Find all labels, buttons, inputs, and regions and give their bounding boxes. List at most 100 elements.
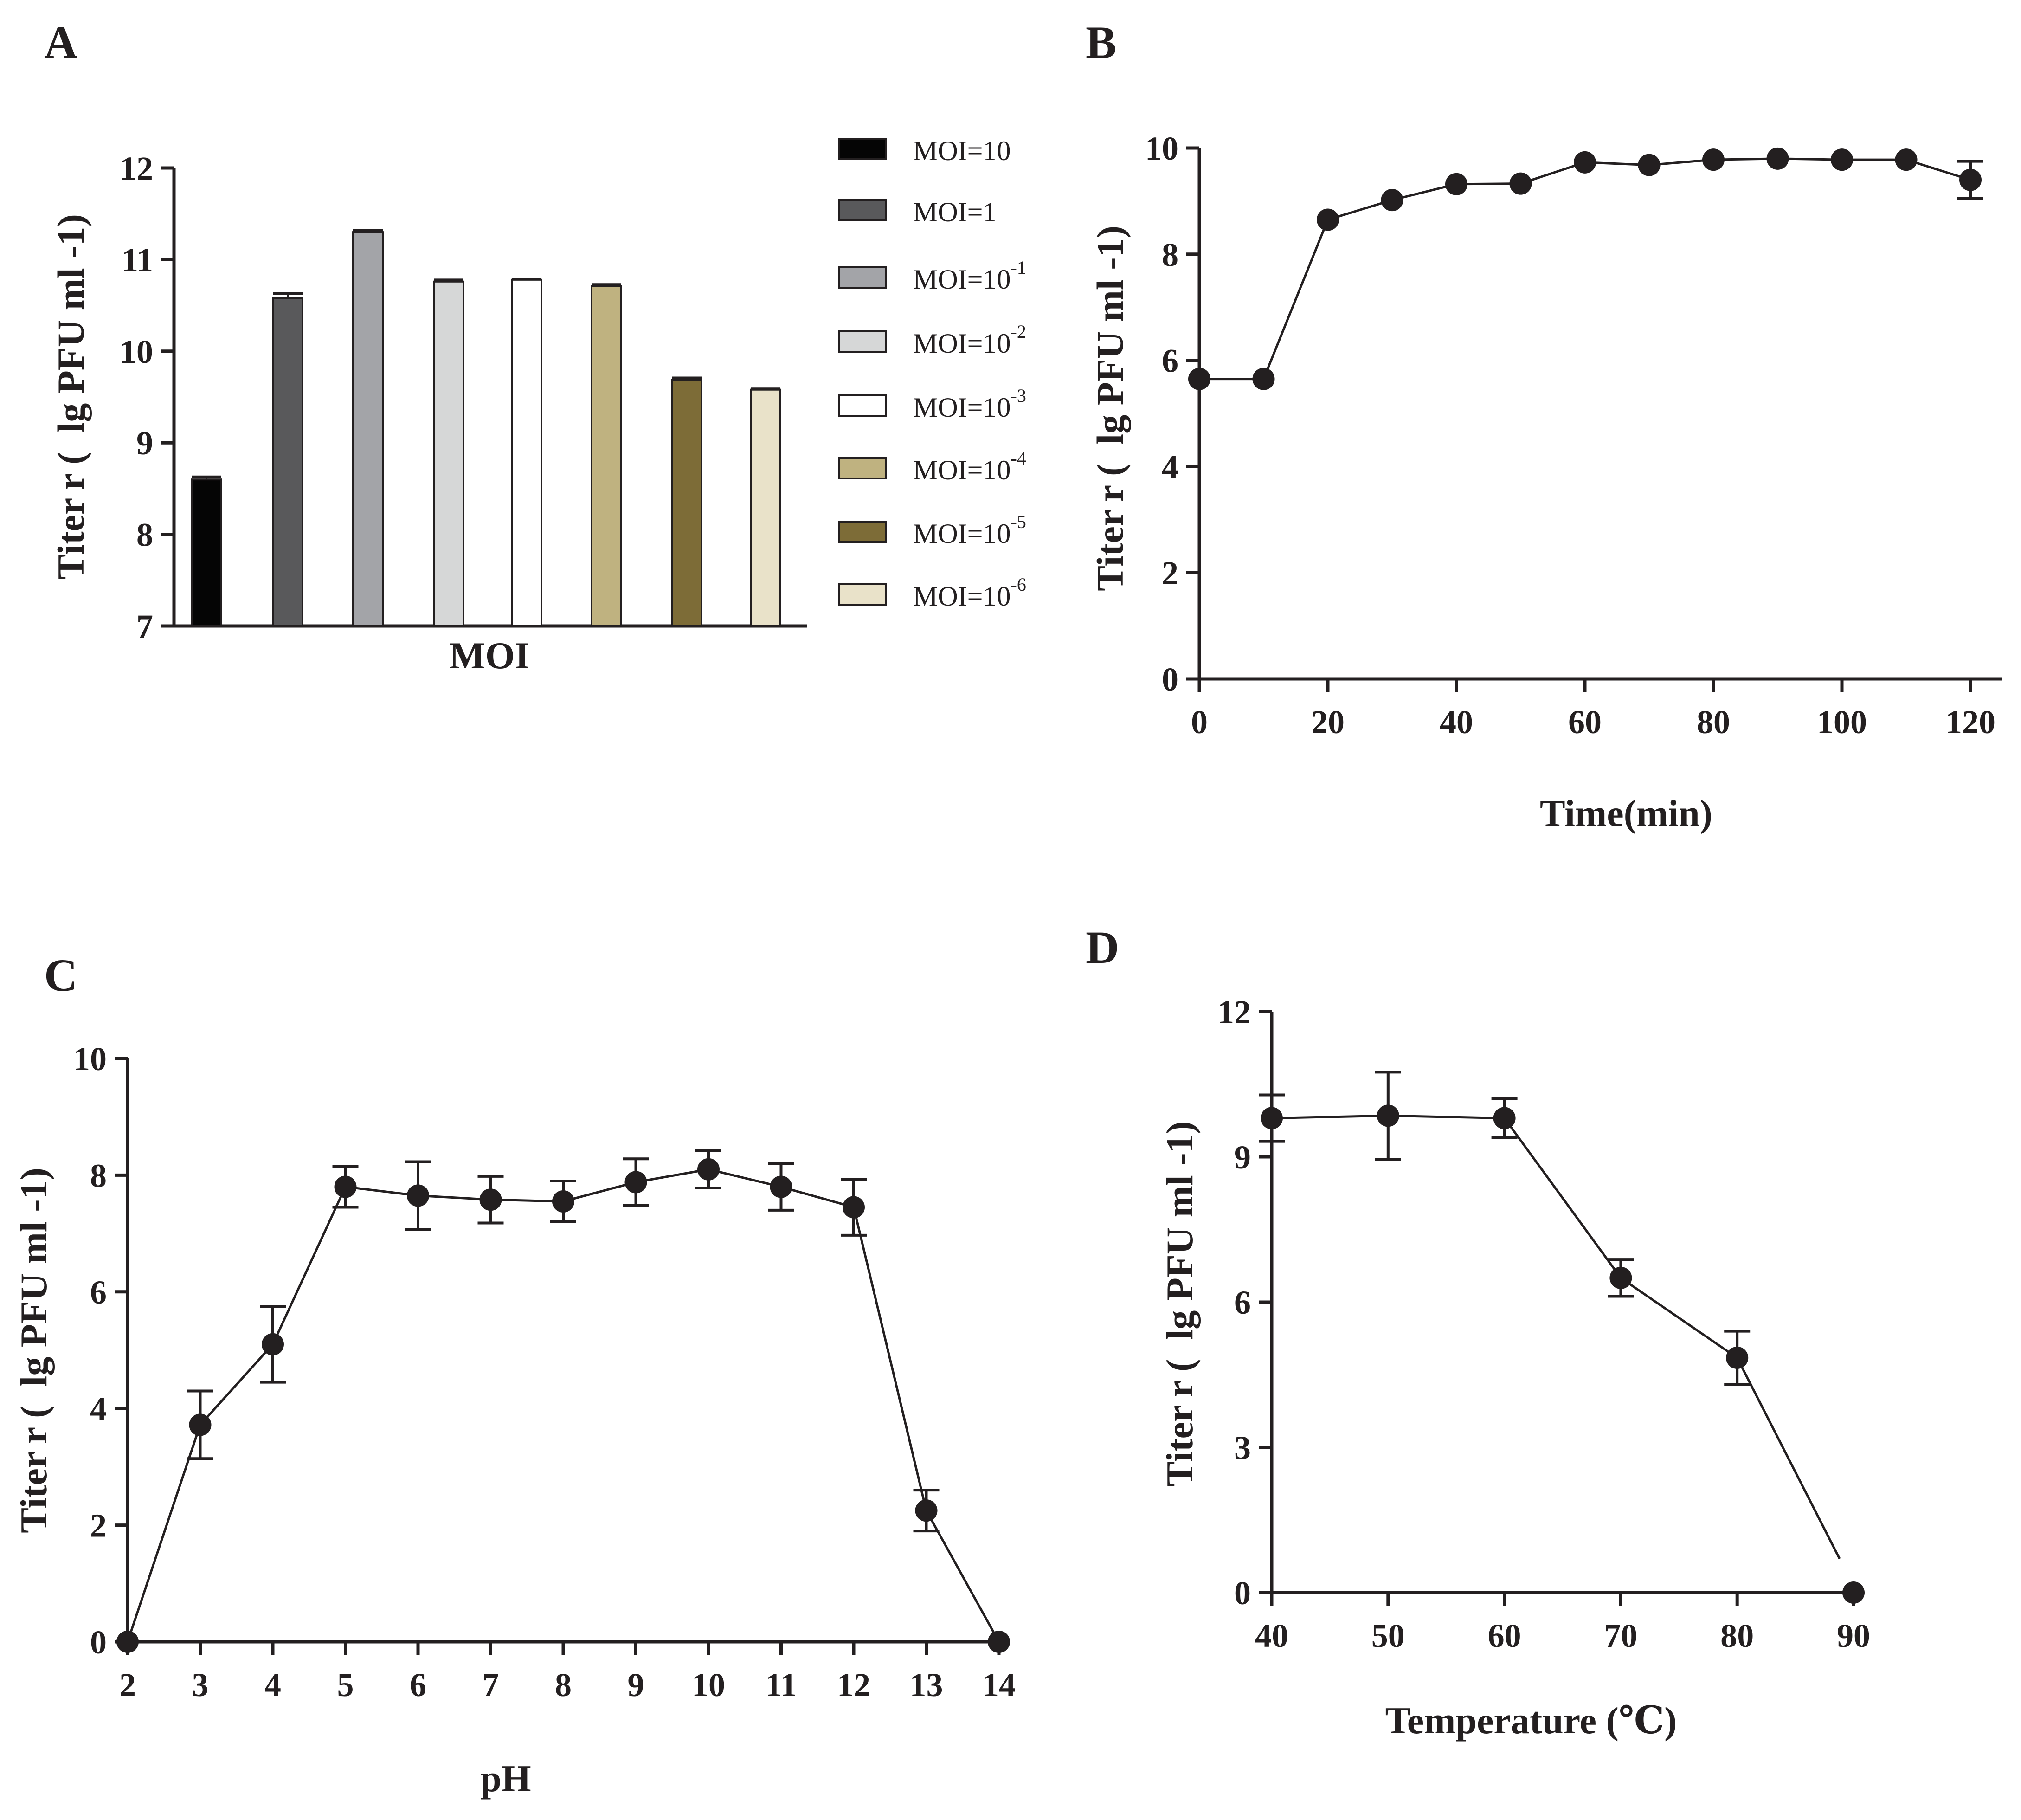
panel-b-series-line — [1199, 157, 1971, 381]
panel-a-legend-label: MOI=10 — [913, 136, 1011, 166]
panel-b-x-tick-label: 120 — [1945, 703, 1995, 741]
panel-b-y-axis-title: Titer r ( lg PFU ml -1) — [1089, 226, 1131, 591]
panel-b-y-tick-label: 4 — [1162, 448, 1178, 485]
panel-b-x-axis-title: Time(min) — [1540, 792, 1712, 834]
panel-b-y-tick-label: 8 — [1162, 236, 1178, 273]
panel-c-data-point — [262, 1333, 284, 1355]
panel-a-bar — [750, 388, 781, 627]
panel-a-y-tick-label: 8 — [136, 516, 153, 554]
panel-c-x-tick-label: 2 — [119, 1666, 136, 1704]
panel-a-legend-label-base: MOI=10 — [913, 455, 1011, 485]
panel-b-data-point — [1638, 154, 1661, 176]
panel-b-data-point — [1381, 189, 1403, 212]
panel-a-y-axis-title: Titer r ( lg PFU ml -1) — [50, 214, 92, 580]
panel-c-data-point — [552, 1190, 574, 1213]
panel-b-y-tick-label: 10 — [1145, 130, 1178, 167]
panel-b-x-tick-label: 80 — [1697, 703, 1730, 741]
panel-a-legend-swatch — [838, 266, 887, 289]
panel-b-data-point — [1445, 173, 1467, 195]
panel-c-data-point — [116, 1631, 139, 1653]
panel-b-data-point — [1509, 172, 1532, 195]
panel-c-data-point — [843, 1196, 865, 1219]
panel-label-c: C — [44, 949, 77, 1001]
panel-c-x-tick-label: 7 — [483, 1666, 499, 1704]
panel-c-y-tick-label: 8 — [90, 1157, 107, 1194]
panel-a-legend-label-exponent: -4 — [1011, 448, 1026, 469]
panel-c-x-tick-label: 13 — [910, 1666, 943, 1704]
panel-c-x-tick-label: 4 — [264, 1666, 281, 1704]
panel-d-x-tick-label: 60 — [1488, 1617, 1521, 1654]
panel-b-data-point — [1766, 147, 1789, 170]
panel-c-x-tick-label: 12 — [837, 1666, 870, 1704]
panel-c-y-tick-label: 0 — [90, 1624, 107, 1661]
panel-a-legend-label-exponent: -6 — [1011, 574, 1026, 595]
panel-a-legend-swatch — [838, 138, 887, 160]
panel-c-x-tick-label: 11 — [765, 1666, 797, 1704]
panel-c-x-tick-label: 6 — [410, 1666, 426, 1704]
panel-b-y-tick-label: 2 — [1162, 555, 1178, 592]
panel-a-bar — [272, 297, 303, 627]
panel-b-x-tick-label: 0 — [1191, 703, 1208, 741]
panel-c-data-point — [334, 1175, 357, 1198]
panel-label-a: A — [44, 17, 77, 68]
panel-a-legend-swatch — [838, 394, 887, 417]
panel-b-x-tick-label: 60 — [1568, 703, 1602, 741]
panel-d-y-tick-label: 3 — [1234, 1429, 1251, 1466]
panel-c-y-tick-label: 4 — [90, 1390, 107, 1427]
panel-a-legend-label: MOI=10-4 — [913, 448, 1026, 485]
panel-a-legend-label-base: MOI=10 — [913, 518, 1011, 549]
panel-c-series-line — [126, 1168, 1000, 1643]
panel-a-y-tick-label: 10 — [120, 333, 153, 370]
panel-a-legend-label: MOI=10-3 — [913, 385, 1026, 423]
panel-d-x-axis-title: Temperature (℃) — [1385, 1699, 1677, 1742]
panel-c-data-point — [624, 1171, 647, 1194]
panel-a-legend-swatch — [838, 583, 887, 606]
panel-b-y-tick-label: 6 — [1162, 342, 1178, 380]
panel-a-bar — [352, 231, 384, 627]
panel-d-x-tick-label: 70 — [1604, 1617, 1637, 1654]
panel-d-x-tick-label: 40 — [1255, 1617, 1288, 1654]
panel-a-legend-label-base: MOI=10 — [913, 136, 1011, 166]
panel-d-x-tick-label: 50 — [1371, 1617, 1405, 1654]
panel-b-x-tick-label: 100 — [1817, 703, 1867, 741]
panel-b-data-point — [1702, 148, 1725, 171]
panel-d-data-point — [1377, 1104, 1399, 1127]
panel-a-legend-label-exponent: -2 — [1011, 321, 1026, 342]
panel-a-y-tick-label: 11 — [122, 241, 153, 278]
panel-b-data-point — [1317, 208, 1339, 231]
panel-a-y-tick-label: 12 — [120, 150, 153, 187]
panel-c-y-tick-label: 2 — [90, 1507, 107, 1544]
panel-b-data-point — [1959, 168, 1982, 191]
panel-label-d: D — [1086, 922, 1119, 973]
panel-b-data-point — [1895, 148, 1918, 171]
panel-c-x-tick-label: 3 — [192, 1666, 209, 1704]
panel-c-x-axis-title: pH — [480, 1757, 531, 1800]
panel-b-data-point — [1574, 151, 1596, 174]
panel-a-bar — [591, 285, 622, 627]
panel-d-y-tick-label: 0 — [1234, 1575, 1251, 1612]
panel-b-x-tick-label: 20 — [1311, 703, 1345, 741]
panel-a-legend-label: MOI=10-2 — [913, 321, 1026, 359]
panel-a-legend-label-exponent: -1 — [1011, 257, 1026, 278]
panel-c-data-point — [697, 1158, 720, 1181]
panel-c-x-tick-label: 14 — [982, 1666, 1016, 1704]
panel-a-legend-label: MOI=10-1 — [913, 257, 1026, 295]
panel-a-legend-swatch — [838, 199, 887, 221]
panel-a-legend-swatch — [838, 521, 887, 543]
panel-a-legend-label-base: MOI=10 — [913, 264, 1011, 295]
panel-c-data-point — [407, 1184, 429, 1207]
panel-a-legend-swatch — [838, 457, 887, 479]
panel-c-data-point — [479, 1188, 502, 1211]
panel-a-legend-label: MOI=10-6 — [913, 574, 1026, 612]
panel-c-x-tick-label: 8 — [555, 1666, 572, 1704]
panel-c-x-tick-label: 5 — [337, 1666, 354, 1704]
panel-a-legend-label: MOI=10-5 — [913, 511, 1026, 549]
panel-a-legend-label-base: MOI=10 — [913, 392, 1011, 423]
panel-c-y-axis-title: Titer r ( lg PFU ml -1) — [13, 1168, 55, 1533]
panel-a-legend-label-exponent: -3 — [1011, 385, 1026, 406]
panel-b-x-tick-label: 40 — [1440, 703, 1473, 741]
panel-b-data-point — [1188, 368, 1210, 390]
panel-d-data-point — [1726, 1346, 1749, 1369]
